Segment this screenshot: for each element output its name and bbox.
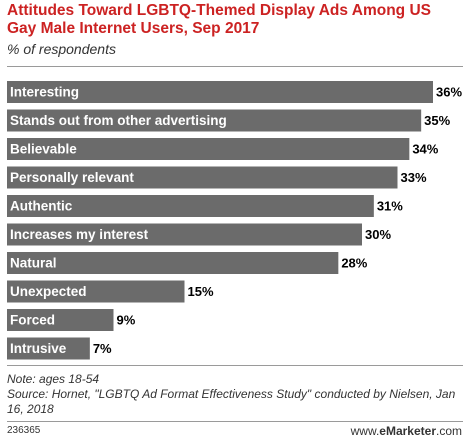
value-label: 28%	[341, 256, 367, 271]
footer-divider	[7, 421, 463, 422]
top-divider	[7, 66, 463, 67]
bottom-divider	[7, 365, 463, 366]
bar	[7, 337, 90, 360]
value-label: 15%	[188, 284, 214, 299]
bar-label: Unexpected	[10, 284, 87, 299]
value-label: 35%	[424, 113, 450, 128]
chart-note: Note: ages 18-54 Source: Hornet, "LGBTQ …	[7, 372, 462, 417]
bar-label: Authentic	[10, 199, 73, 214]
note-source: Source: Hornet, "LGBTQ Ad Format Effecti…	[7, 387, 456, 416]
note-ages: Note: ages 18-54	[7, 372, 100, 386]
value-label: 9%	[117, 313, 136, 328]
brand-name: eMarketer	[379, 424, 436, 438]
value-label: 7%	[93, 341, 112, 356]
bar	[7, 195, 374, 217]
bar	[7, 109, 422, 132]
bar-label: Increases my interest	[10, 227, 149, 242]
bar	[7, 223, 362, 246]
value-label: 31%	[377, 199, 403, 214]
bar-label: Believable	[10, 142, 77, 157]
bar	[7, 138, 410, 160]
bar	[7, 252, 339, 274]
bar-label: Intrusive	[10, 341, 67, 356]
chart-title: Attitudes Toward LGBTQ-Themed Display Ad…	[7, 2, 431, 37]
bar	[7, 81, 433, 103]
brand-suffix: .com	[435, 424, 462, 438]
bar	[7, 166, 398, 189]
bar	[7, 309, 114, 331]
brand-url: www.eMarketer.com	[351, 424, 462, 438]
brand-prefix: www.	[350, 424, 380, 438]
bar	[7, 280, 185, 303]
chart-subtitle: % of respondents	[7, 41, 116, 57]
value-label: 34%	[412, 142, 438, 157]
value-label: 33%	[401, 170, 427, 185]
bar-label: Natural	[10, 256, 57, 271]
bar-label: Personally relevant	[10, 170, 134, 185]
value-label: 36%	[436, 85, 462, 100]
value-label: 30%	[365, 227, 391, 242]
chart-id: 236365	[7, 425, 41, 436]
bar-label: Stands out from other advertising	[10, 113, 227, 128]
bar-label: Forced	[10, 313, 55, 328]
bar-label: Interesting	[10, 85, 79, 100]
